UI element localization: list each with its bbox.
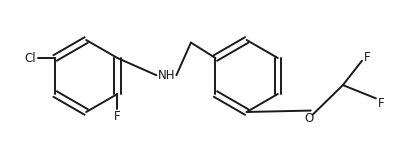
Text: NH: NH: [158, 69, 175, 82]
Text: F: F: [114, 111, 121, 123]
Text: O: O: [304, 112, 314, 125]
Text: Cl: Cl: [24, 52, 36, 64]
Text: F: F: [364, 51, 370, 64]
Text: F: F: [378, 97, 384, 110]
